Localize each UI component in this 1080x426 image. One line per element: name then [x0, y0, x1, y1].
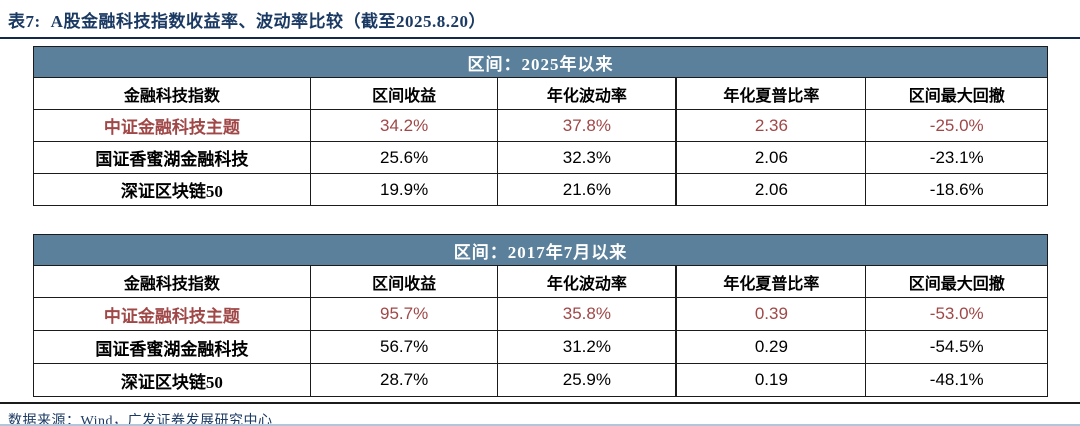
col-header-index-name: 金融科技指数	[33, 77, 311, 110]
max-drawdown-cell: -23.1%	[865, 141, 1048, 174]
sharpe-ratio-cell: 0.19	[675, 363, 867, 397]
index-name-cell: 深证区块链50	[33, 173, 311, 206]
table-number-label: 表7:	[8, 12, 41, 31]
max-drawdown-cell: -18.6%	[865, 173, 1048, 206]
table-row: 国证香蜜湖金融科技 56.7% 31.2% 0.29 -54.5%	[33, 330, 1048, 364]
annualized-volatility-cell: 32.3%	[497, 141, 677, 174]
table-row: 深证区块链50 28.7% 25.9% 0.19 -48.1%	[33, 363, 1048, 397]
returns-table-2025: 区间：2025年以来 金融科技指数 区间收益 年化波动率 年化夏普比率 区间最大…	[33, 46, 1048, 206]
sharpe-ratio-cell: 2.06	[675, 173, 867, 206]
index-name-cell: 国证香蜜湖金融科技	[33, 330, 311, 364]
col-header-interval-return: 区间收益	[309, 77, 499, 110]
bottom-accent-line	[0, 424, 1080, 426]
annualized-volatility-cell: 37.8%	[497, 109, 677, 142]
interval-return-cell: 19.9%	[309, 173, 499, 206]
interval-return-cell: 28.7%	[309, 363, 499, 397]
table-title-text: A股金融科技指数收益率、波动率比较（截至2025.8.20）	[50, 12, 486, 31]
max-drawdown-cell: -25.0%	[865, 109, 1048, 142]
column-header-row: 金融科技指数 区间收益 年化波动率 年化夏普比率 区间最大回撤	[33, 265, 1048, 298]
max-drawdown-cell: -54.5%	[865, 330, 1048, 364]
returns-table-2017: 区间：2017年7月以来 金融科技指数 区间收益 年化波动率 年化夏普比率 区间…	[33, 234, 1048, 397]
col-header-sharpe-ratio: 年化夏普比率	[675, 265, 867, 298]
max-drawdown-cell: -48.1%	[865, 363, 1048, 397]
tables-container: 区间：2025年以来 金融科技指数 区间收益 年化波动率 年化夏普比率 区间最大…	[33, 46, 1048, 397]
col-header-annualized-volatility: 年化波动率	[497, 265, 677, 298]
table-row: 中证金融科技主题 34.2% 37.8% 2.36 -25.0%	[33, 109, 1048, 142]
col-header-sharpe-ratio: 年化夏普比率	[675, 77, 867, 110]
sharpe-ratio-cell: 2.36	[675, 109, 867, 142]
sharpe-ratio-cell: 2.06	[675, 141, 867, 174]
footer-divider	[0, 402, 1080, 404]
table-row: 国证香蜜湖金融科技 25.6% 32.3% 2.06 -23.1%	[33, 141, 1048, 174]
interval-return-cell: 34.2%	[309, 109, 499, 142]
sharpe-ratio-cell: 0.29	[675, 330, 867, 364]
title-divider	[0, 37, 1080, 39]
period-band-row: 区间：2017年7月以来	[33, 234, 1048, 266]
annualized-volatility-cell: 35.8%	[497, 297, 677, 331]
index-name-cell: 中证金融科技主题	[33, 109, 311, 142]
annualized-volatility-cell: 21.6%	[497, 173, 677, 206]
index-name-cell: 深证区块链50	[33, 363, 311, 397]
annualized-volatility-cell: 25.9%	[497, 363, 677, 397]
period-band: 区间：2025年以来	[33, 46, 1048, 78]
sharpe-ratio-cell: 0.39	[675, 297, 867, 331]
period-band-row: 区间：2025年以来	[33, 46, 1048, 78]
interval-return-cell: 95.7%	[309, 297, 499, 331]
data-source-note: 数据来源：Wind，广发证券发展研究中心	[8, 414, 273, 426]
table-row: 中证金融科技主题 95.7% 35.8% 0.39 -53.0%	[33, 297, 1048, 331]
interval-return-cell: 25.6%	[309, 141, 499, 174]
page-title: 表7: A股金融科技指数收益率、波动率比较（截至2025.8.20）	[0, 0, 1080, 37]
index-name-cell: 中证金融科技主题	[33, 297, 311, 331]
col-header-interval-return: 区间收益	[309, 265, 499, 298]
interval-return-cell: 56.7%	[309, 330, 499, 364]
column-header-row: 金融科技指数 区间收益 年化波动率 年化夏普比率 区间最大回撤	[33, 77, 1048, 110]
col-header-annualized-volatility: 年化波动率	[497, 77, 677, 110]
col-header-index-name: 金融科技指数	[33, 265, 311, 298]
index-name-cell: 国证香蜜湖金融科技	[33, 141, 311, 174]
col-header-max-drawdown: 区间最大回撤	[865, 265, 1048, 298]
period-band: 区间：2017年7月以来	[33, 234, 1048, 266]
max-drawdown-cell: -53.0%	[865, 297, 1048, 331]
table-row: 深证区块链50 19.9% 21.6% 2.06 -18.6%	[33, 173, 1048, 206]
col-header-max-drawdown: 区间最大回撤	[865, 77, 1048, 110]
annualized-volatility-cell: 31.2%	[497, 330, 677, 364]
